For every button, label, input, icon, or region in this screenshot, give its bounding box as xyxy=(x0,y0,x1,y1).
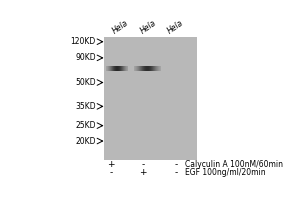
Text: 120KD: 120KD xyxy=(70,37,96,46)
Text: +: + xyxy=(140,168,147,177)
Text: Hela: Hela xyxy=(138,18,158,36)
FancyBboxPatch shape xyxy=(104,37,197,160)
Text: +: + xyxy=(107,160,115,169)
Text: 20KD: 20KD xyxy=(75,137,96,146)
Text: Calyculin A 100nM/60min: Calyculin A 100nM/60min xyxy=(185,160,283,169)
Text: -: - xyxy=(174,160,178,169)
Text: -: - xyxy=(109,168,112,177)
Text: 90KD: 90KD xyxy=(75,53,96,62)
Text: Hela: Hela xyxy=(166,18,185,36)
Text: -: - xyxy=(174,168,178,177)
Text: EGF 100ng/ml/20min: EGF 100ng/ml/20min xyxy=(185,168,266,177)
Text: -: - xyxy=(142,160,145,169)
Text: 50KD: 50KD xyxy=(75,78,96,87)
Text: 35KD: 35KD xyxy=(75,102,96,111)
Text: 25KD: 25KD xyxy=(75,121,96,130)
Text: Hela: Hela xyxy=(110,18,130,36)
